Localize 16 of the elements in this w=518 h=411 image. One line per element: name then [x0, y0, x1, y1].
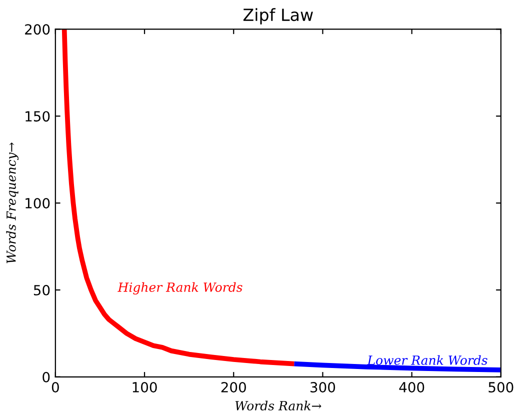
- y-tick-label: 0: [42, 372, 50, 382]
- y-axis-title: Words Frequency→: [6, 142, 18, 264]
- chart-title: Zipf Law: [243, 8, 313, 24]
- x-axis-title: Words Rank→: [235, 400, 322, 410]
- y-tick-label: 150: [26, 111, 50, 122]
- x-tick-label: 500: [488, 382, 514, 392]
- series-label: Lower Rank Words: [367, 355, 488, 365]
- x-tick-label: 0: [52, 382, 59, 392]
- x-tick-label: 300: [310, 382, 336, 392]
- x-tick-label: 400: [399, 382, 424, 392]
- x-tick-label: 200: [221, 382, 246, 392]
- y-tick-label: 100: [26, 198, 50, 209]
- y-tick-label: 50: [34, 284, 50, 296]
- x-tick-label: 100: [132, 382, 157, 392]
- y-tick-label: 200: [25, 24, 50, 35]
- series-label: Higher Rank Words: [118, 282, 242, 294]
